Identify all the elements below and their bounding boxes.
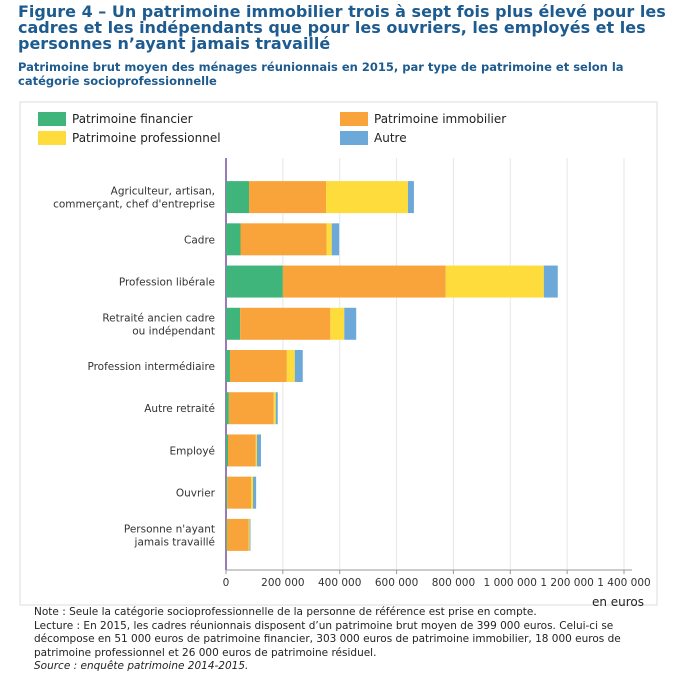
x-tick-label: 800 000 (432, 577, 475, 589)
y-tick-label: Retraité ancien cadre ou indépendant (102, 312, 215, 337)
chart-frame (19, 101, 658, 606)
bar-segment (253, 476, 257, 509)
bar-segment (294, 350, 303, 382)
bar-segment (229, 350, 287, 382)
bar-segment (326, 223, 332, 256)
bar-segment (445, 265, 544, 298)
bar-segment (226, 181, 250, 214)
bar-segment (249, 518, 251, 551)
y-tick-label: Cadre (184, 234, 215, 246)
x-tick-label: 1 200 000 (540, 577, 593, 589)
bar-segment (273, 392, 276, 425)
bar-segment (275, 392, 278, 425)
bar-segment (282, 265, 446, 298)
legend-label: Patrimoine financier (72, 112, 193, 126)
x-tick-label: 600 000 (375, 577, 418, 589)
bar-segment (226, 392, 229, 425)
bar-segment (256, 434, 261, 467)
note: Lecture : En 2015, les cadres réunionnai… (34, 619, 621, 659)
bar-segment (249, 181, 327, 214)
bar-segment (227, 434, 256, 467)
x-tick-label: 1 000 000 (484, 577, 537, 589)
y-tick-label: Personne n'ayant jamais travaillé (124, 523, 215, 548)
bar-segment (226, 518, 249, 551)
y-tick-label: Ouvrier (176, 488, 216, 500)
bar-segment (326, 181, 408, 214)
x-tick-label: 1 400 000 (597, 577, 650, 589)
chart-title: Figure 4 – Un patrimoine immobilier troi… (18, 2, 666, 53)
bar-segment (226, 434, 228, 467)
bar-segment (240, 307, 331, 340)
y-tick-label: Employé (169, 445, 215, 457)
legend-swatch (340, 112, 368, 126)
legend-swatch (38, 131, 66, 145)
bar-segment (227, 476, 252, 509)
x-axis-label: en euros (592, 595, 644, 609)
bar-segment (255, 434, 257, 467)
bar-segment (543, 265, 558, 298)
bar-segment (331, 223, 340, 256)
bar-segment (248, 518, 250, 551)
legend-swatch (38, 112, 66, 126)
legend-label: Autre (374, 131, 407, 145)
bar-segment (240, 223, 327, 256)
legend-label: Patrimoine immobilier (374, 112, 506, 126)
bar-segment (251, 476, 254, 509)
chart-subtitle: Patrimoine brut moyen des ménages réunio… (18, 60, 624, 88)
y-tick-label: Profession intermédiaire (87, 361, 215, 373)
notes: Note : Seule la catégorie socioprofessio… (34, 606, 634, 674)
bar-segment (330, 307, 345, 340)
legend-label: Patrimoine professionnel (72, 131, 221, 145)
x-tick-label: 200 000 (261, 577, 304, 589)
bar-segment (226, 307, 241, 340)
y-tick-label: Agriculteur, artisan, commerçant, chef d'… (53, 186, 215, 211)
bar-segment (226, 265, 283, 298)
legend-swatch (340, 131, 368, 145)
x-tick-label: 0 (223, 577, 230, 589)
note: Note : Seule la catégorie socioprofessio… (34, 606, 537, 618)
bar-segment (226, 518, 227, 551)
bar-segment (344, 307, 357, 340)
bar-segment (286, 350, 295, 382)
x-tick-label: 400 000 (318, 577, 361, 589)
source: Source : enquête patrimoine 2014-2015. (34, 660, 249, 672)
y-tick-label: Profession libérale (119, 277, 215, 289)
bar-segment (407, 181, 414, 214)
y-tick-label: Autre retraité (144, 403, 215, 415)
bar-segment (228, 392, 274, 425)
bar-segment (226, 476, 228, 509)
bar-segment (226, 223, 241, 256)
bar-segment (226, 350, 230, 382)
